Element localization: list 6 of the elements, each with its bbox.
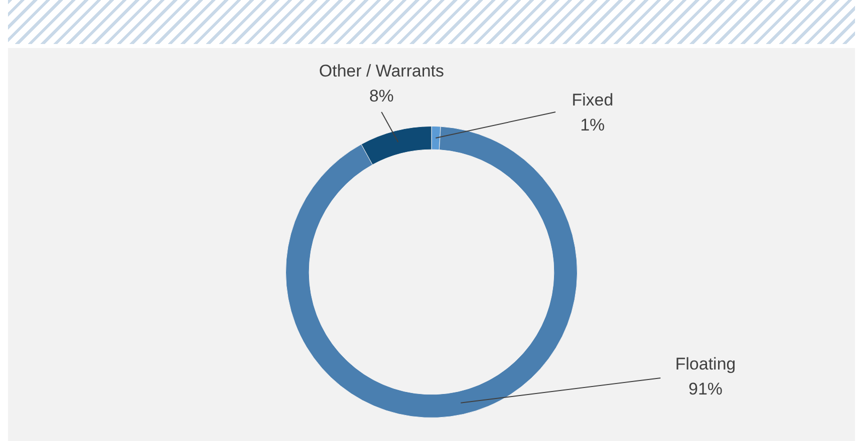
slice-label: Other / Warrants (318, 62, 444, 81)
data-label: 8% (369, 86, 394, 106)
data-label: 91% (688, 380, 723, 399)
slice-label: Floating (675, 354, 736, 374)
slice-label: Fixed (572, 90, 614, 110)
data-label: 1% (580, 116, 605, 135)
